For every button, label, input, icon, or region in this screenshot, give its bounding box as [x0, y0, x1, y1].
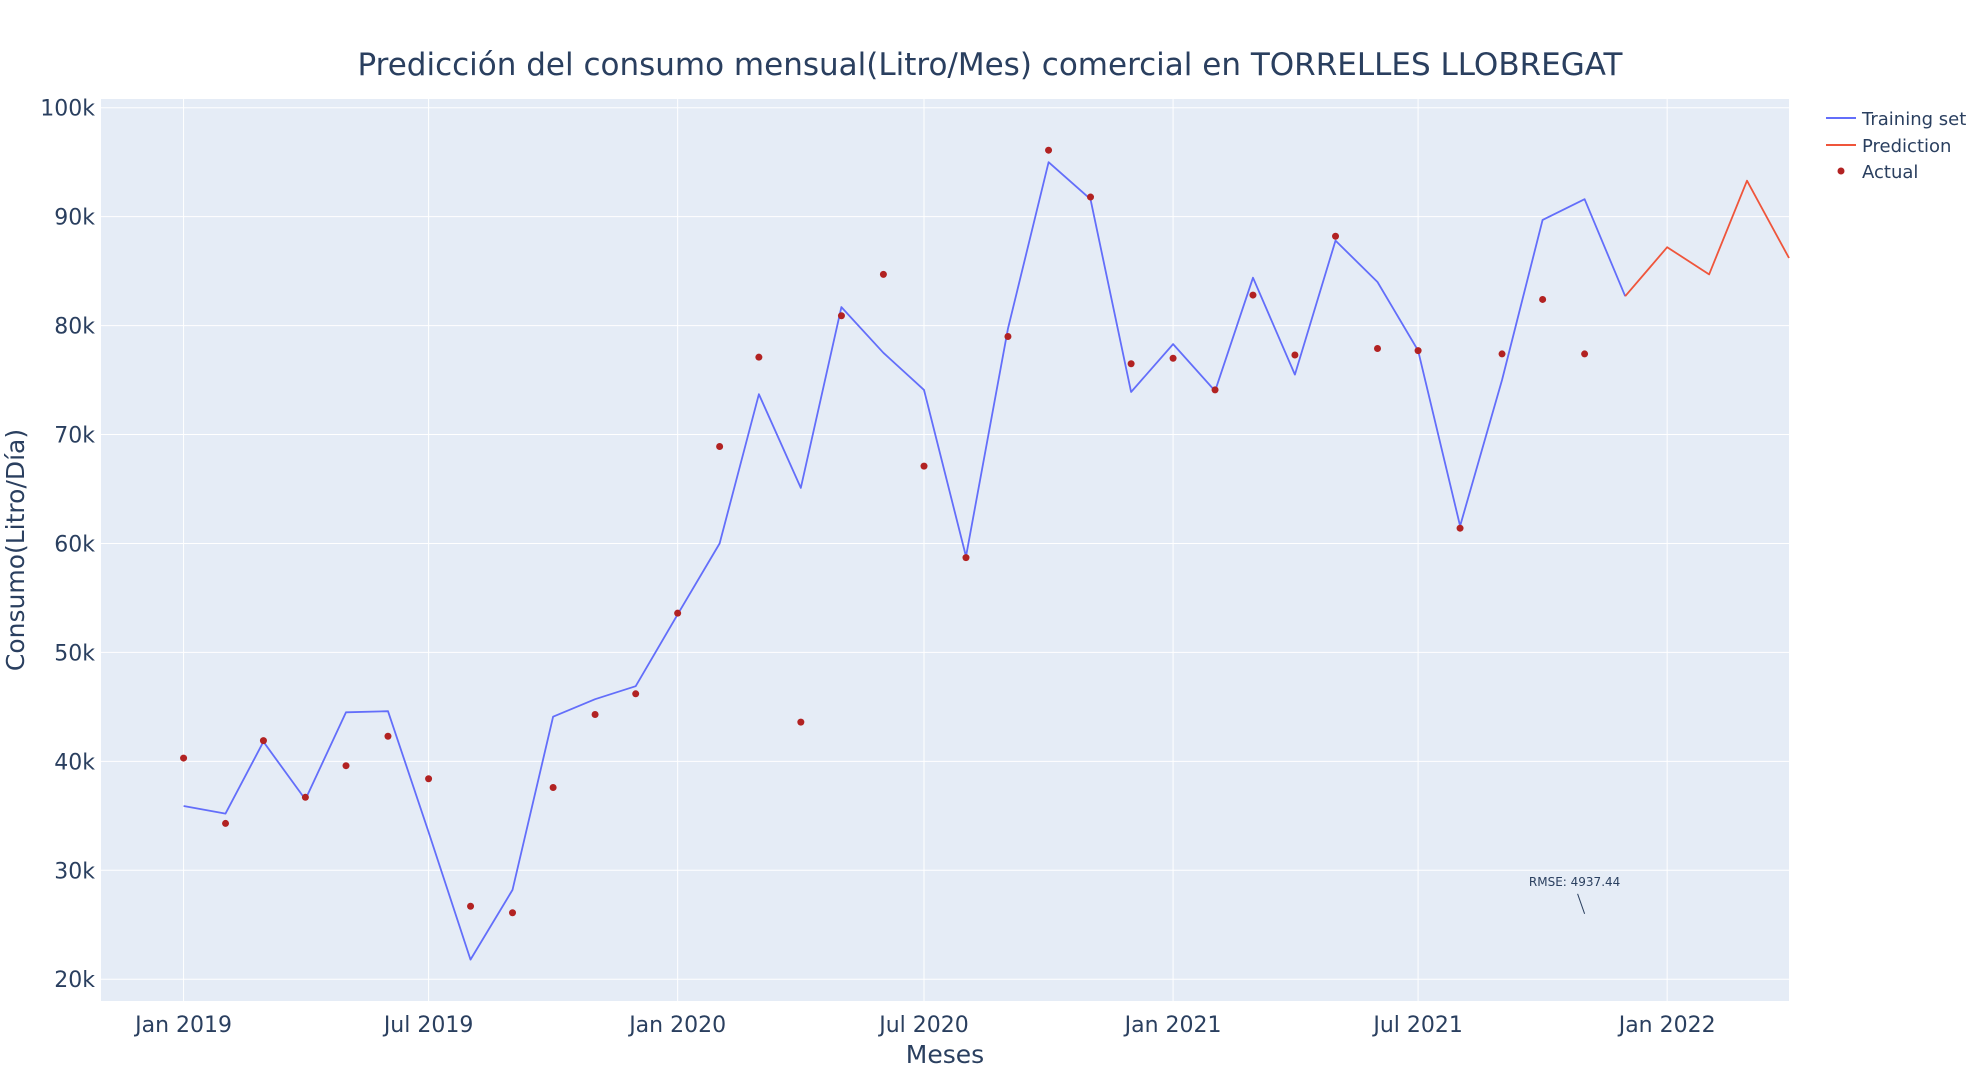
data-point-actual[interactable]	[879, 270, 887, 278]
x-tick-label: Jan 2021	[1123, 1013, 1222, 1038]
y-axis-title: Consumo(Litro/Día)	[1, 429, 30, 671]
y-tick-label: 40k	[54, 750, 95, 775]
data-point-actual[interactable]	[1414, 347, 1422, 355]
legend-label-training: Training set	[1861, 109, 1966, 130]
data-point-actual[interactable]	[301, 793, 309, 801]
y-tick-label: 90k	[54, 206, 95, 231]
data-point-actual[interactable]	[962, 554, 970, 562]
rmse-annotation: RMSE: 4937.44	[1529, 875, 1620, 915]
legend-item-training[interactable]: Training set	[1826, 109, 1966, 130]
data-point-actual[interactable]	[1211, 386, 1219, 394]
data-point-actual[interactable]	[1087, 193, 1095, 201]
series-line-training-set	[183, 161, 1627, 961]
data-point-actual[interactable]	[1045, 146, 1053, 154]
y-tick-label: 50k	[54, 641, 95, 666]
data-point-actual[interactable]	[920, 462, 928, 470]
y-tick-label: 100k	[40, 97, 95, 122]
data-point-actual[interactable]	[1581, 350, 1589, 358]
series-line-prediction	[1624, 179, 1790, 297]
x-tick-label: Jul 2020	[877, 1013, 969, 1038]
data-point-actual[interactable]	[342, 762, 350, 770]
data-point-actual[interactable]	[384, 732, 392, 740]
x-axis-title: Meses	[906, 1040, 984, 1069]
legend: Training set Prediction Actual	[1826, 109, 1966, 183]
data-point-actual[interactable]	[632, 690, 640, 698]
data-point-actual[interactable]	[1539, 295, 1547, 303]
y-tick-label: 70k	[54, 424, 95, 449]
data-point-actual[interactable]	[1169, 354, 1177, 362]
y-tick-label: 60k	[54, 532, 95, 557]
data-point-actual[interactable]	[180, 754, 188, 762]
x-tick-label: Jul 2019	[382, 1013, 474, 1038]
data-point-actual[interactable]	[716, 443, 724, 451]
data-point-actual[interactable]	[259, 737, 267, 745]
data-point-actual[interactable]	[222, 819, 230, 827]
x-tick-label: Jan 2020	[627, 1013, 726, 1038]
data-point-actual[interactable]	[1249, 291, 1257, 299]
data-point-actual[interactable]	[1291, 351, 1299, 359]
grid-layer	[101, 99, 1789, 1001]
data-point-actual[interactable]	[1332, 232, 1340, 240]
legend-label-prediction: Prediction	[1862, 136, 1951, 157]
data-point-actual[interactable]	[755, 353, 763, 361]
data-point-actual[interactable]	[425, 775, 433, 783]
legend-label-actual: Actual	[1862, 162, 1918, 183]
y-tick-label: 80k	[54, 315, 95, 340]
data-point-actual[interactable]	[467, 902, 475, 910]
data-point-actual[interactable]	[797, 718, 805, 726]
data-point-actual[interactable]	[837, 312, 845, 320]
chart-title: Predicción del consumo mensual(Litro/Mes…	[358, 47, 1624, 83]
data-point-actual[interactable]	[549, 783, 557, 791]
data-point-actual[interactable]	[674, 609, 682, 617]
legend-item-prediction[interactable]: Prediction	[1826, 136, 1951, 157]
y-tick-label: 20k	[54, 968, 95, 993]
data-point-actual[interactable]	[1127, 360, 1135, 368]
series-layer	[180, 146, 1790, 961]
data-point-actual[interactable]	[1373, 344, 1381, 352]
data-point-actual[interactable]	[1456, 524, 1464, 532]
rmse-annotation-arrow	[1577, 893, 1586, 915]
data-point-actual[interactable]	[591, 710, 599, 718]
y-tick-label: 30k	[54, 859, 95, 884]
x-tick-label: Jan 2019	[133, 1013, 232, 1038]
data-point-actual[interactable]	[509, 909, 517, 917]
rmse-annotation-text: RMSE: 4937.44	[1529, 875, 1620, 889]
data-point-actual[interactable]	[1498, 350, 1506, 358]
x-tick-label: Jan 2022	[1617, 1013, 1716, 1038]
legend-item-actual[interactable]: Actual	[1837, 162, 1919, 183]
plot-area	[101, 99, 1789, 1001]
data-point-actual[interactable]	[1004, 332, 1012, 340]
x-tick-label: Jul 2021	[1371, 1013, 1463, 1038]
tick-layer: 20k 30k 40k 50k 60k 70k 80k 90k 100k Jan 2019 Jul …	[40, 97, 1715, 1038]
